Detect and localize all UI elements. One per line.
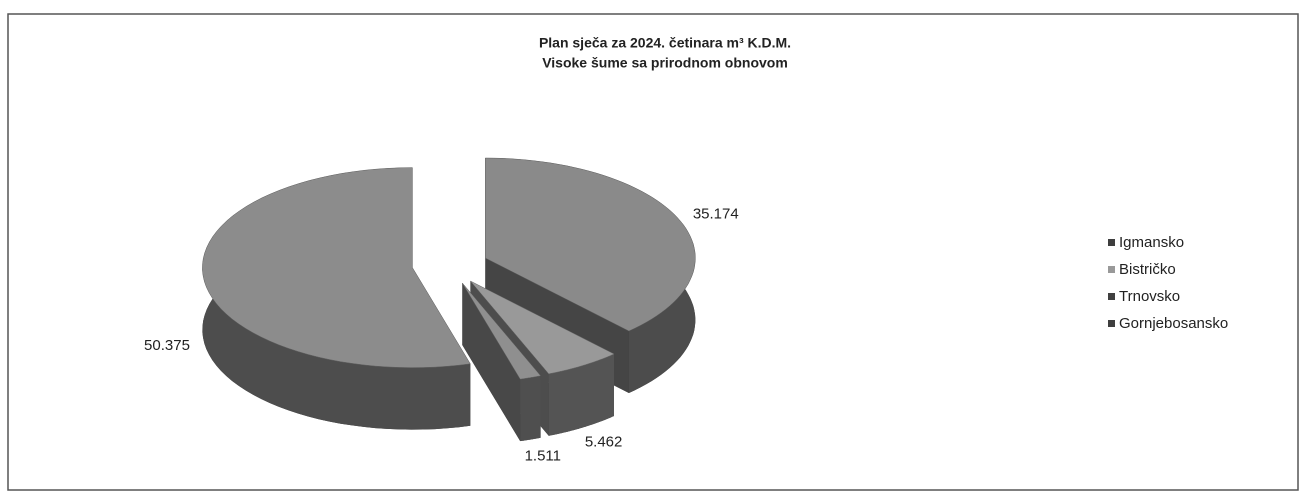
slice-outer-wall — [520, 375, 541, 442]
legend-label: Gornjebosansko — [1119, 315, 1228, 332]
slice-wall — [462, 283, 521, 442]
legend-swatch — [1108, 239, 1115, 246]
legend-swatch — [1108, 293, 1115, 300]
value-label: 35.174 — [693, 206, 739, 223]
pie-slice — [462, 282, 542, 442]
pie-slice — [202, 167, 471, 430]
slice-top — [202, 167, 471, 368]
legend-label: Trnovsko — [1119, 288, 1180, 305]
legend-label: Igmansko — [1119, 234, 1184, 251]
slice-outer-wall — [548, 354, 614, 436]
legend-swatch — [1108, 320, 1115, 327]
slice-top — [462, 282, 542, 380]
chart-subtitle: Visoke šume sa prirodnom obnovom — [542, 55, 788, 71]
chart-title: Plan sječa za 2024. četinara m³ K.D.M. — [539, 35, 791, 51]
value-label: 1.511 — [525, 448, 561, 465]
slice-top — [470, 280, 615, 375]
legend-label: Bistričko — [1119, 261, 1176, 278]
value-label: 50.375 — [144, 337, 190, 354]
value-label: 5.462 — [585, 433, 623, 450]
legend-swatch — [1108, 266, 1115, 273]
slice-top — [485, 157, 696, 332]
